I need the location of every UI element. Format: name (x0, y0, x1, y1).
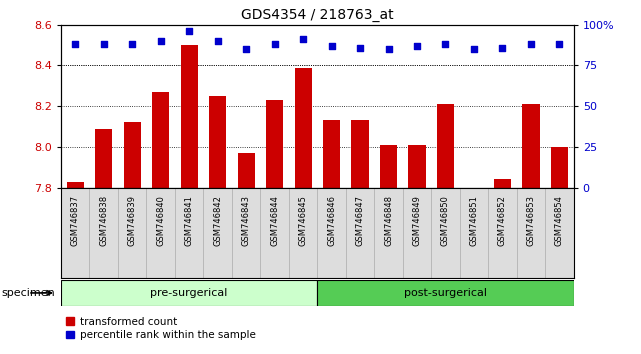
Point (269, 41, 279, 47)
Text: GSM746854: GSM746854 (555, 195, 564, 246)
Bar (317, 280, 574, 306)
Text: pre-surgerical: pre-surgerical (151, 288, 228, 298)
Title: GDS4354 / 218763_at: GDS4354 / 218763_at (241, 8, 394, 22)
Point (497, 45, 508, 50)
Bar (522, 104, 540, 188)
Point (383, 46, 394, 52)
Bar (380, 145, 397, 188)
Point (526, 41, 536, 47)
Point (70, 41, 80, 47)
Bar (323, 120, 340, 188)
Text: GSM746839: GSM746839 (128, 195, 137, 246)
Bar (61, 280, 317, 306)
Legend: transformed count, percentile rank within the sample: transformed count, percentile rank withi… (66, 317, 256, 340)
Point (241, 46, 251, 52)
Bar (351, 120, 369, 188)
Bar (152, 92, 169, 188)
Point (212, 38, 222, 44)
Bar (266, 100, 283, 188)
Text: GSM746840: GSM746840 (156, 195, 165, 246)
Text: GSM746846: GSM746846 (327, 195, 336, 246)
Point (156, 38, 166, 44)
Text: GSM746850: GSM746850 (441, 195, 450, 246)
Point (326, 43, 337, 49)
Bar (551, 147, 568, 188)
Point (127, 41, 137, 47)
Text: GSM746849: GSM746849 (413, 195, 422, 246)
Bar (294, 68, 312, 188)
Point (469, 46, 479, 52)
Text: GSM746851: GSM746851 (469, 195, 478, 246)
Bar (408, 145, 426, 188)
Point (99, 41, 109, 47)
Text: specimen: specimen (1, 288, 55, 298)
Point (184, 28, 194, 34)
Text: GSM746848: GSM746848 (384, 195, 393, 246)
Bar (67, 182, 84, 188)
Text: GSM746852: GSM746852 (498, 195, 507, 246)
Text: GSM746845: GSM746845 (299, 195, 308, 246)
Point (412, 43, 422, 49)
Text: GSM746841: GSM746841 (185, 195, 194, 246)
Bar (181, 45, 197, 188)
Bar (437, 104, 454, 188)
Point (298, 36, 308, 42)
Bar (238, 153, 254, 188)
Bar (209, 96, 226, 188)
Text: GSM746837: GSM746837 (71, 195, 79, 246)
Point (355, 45, 365, 50)
Text: GSM746842: GSM746842 (213, 195, 222, 246)
Bar (494, 179, 511, 188)
Point (554, 41, 565, 47)
Point (440, 41, 451, 47)
Text: GSM746847: GSM746847 (356, 195, 365, 246)
Bar (95, 129, 112, 188)
Bar (124, 122, 140, 188)
Text: GSM746843: GSM746843 (242, 195, 251, 246)
Text: GSM746844: GSM746844 (270, 195, 279, 246)
Text: GSM746838: GSM746838 (99, 195, 108, 246)
Text: post-surgerical: post-surgerical (404, 288, 487, 298)
Text: GSM746853: GSM746853 (526, 195, 535, 246)
